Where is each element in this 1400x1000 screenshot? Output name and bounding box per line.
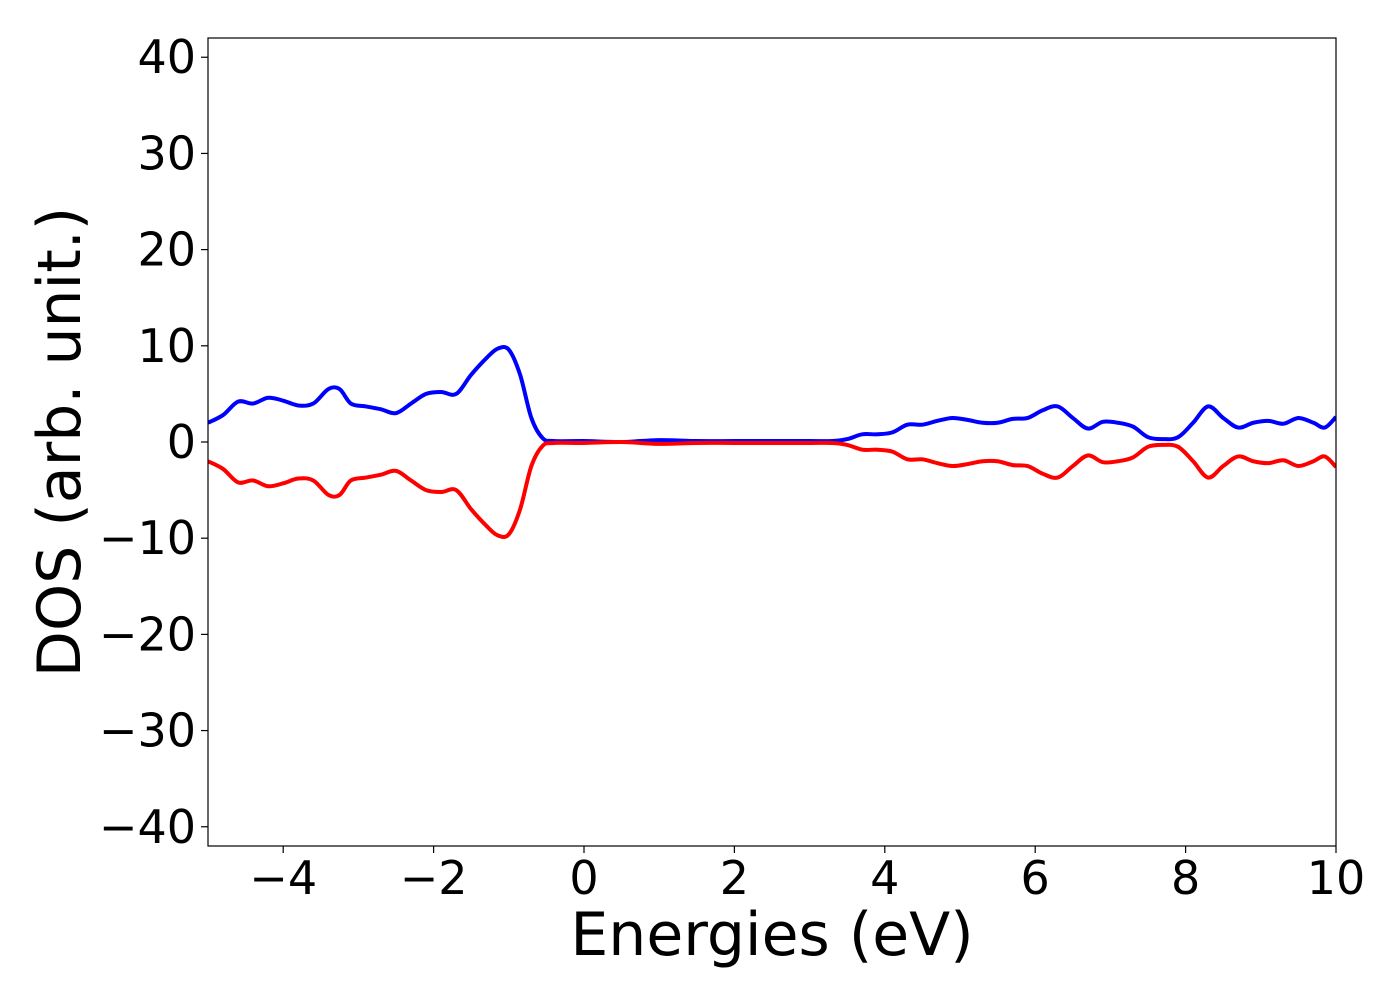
- y-tick-label: 20: [137, 223, 196, 277]
- y-tick-label: 10: [137, 319, 196, 373]
- y-tick-label: 0: [167, 415, 196, 469]
- x-tick-label: −4: [249, 851, 317, 905]
- x-tick-label: 2: [720, 851, 749, 905]
- x-tick-label: 8: [1171, 851, 1200, 905]
- dos-line-red: [208, 439, 1336, 539]
- y-tick-label: 40: [137, 30, 196, 84]
- x-tick-label: 6: [1021, 851, 1050, 905]
- x-tick-label: 0: [569, 851, 598, 905]
- x-axis-title: Energies (eV): [570, 900, 973, 970]
- y-tick-label: −30: [99, 704, 196, 758]
- series-layer: [208, 345, 1336, 539]
- x-tick-label: −2: [400, 851, 468, 905]
- y-axis-ticks: 40 30 20 10 0 −10 −20 −30 −40: [99, 30, 208, 854]
- y-tick-label: −10: [99, 511, 196, 565]
- y-tick-label: −40: [99, 800, 196, 854]
- x-axis-ticks: −4 −2 0 2 4 6 8 10: [249, 846, 1365, 905]
- x-tick-label: 10: [1307, 851, 1366, 905]
- y-tick-label: −20: [99, 607, 196, 661]
- y-tick-label: 30: [137, 126, 196, 180]
- x-tick-label: 4: [870, 851, 899, 905]
- y-axis-title: DOS (arb. unit.): [25, 207, 95, 677]
- dos-line-blue: [208, 345, 1336, 445]
